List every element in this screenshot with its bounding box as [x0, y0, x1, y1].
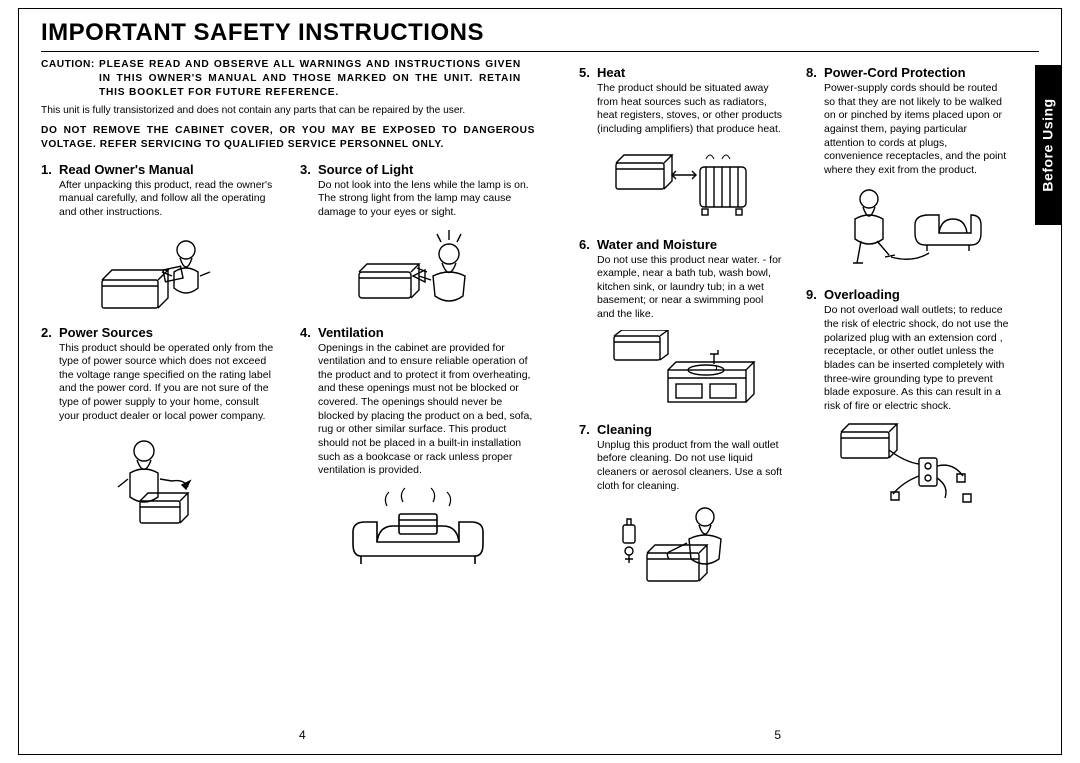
left-columns: 1.Read Owner's Manual After unpacking th… — [41, 162, 535, 588]
section-9: 9.Overloading Do not overload wall outle… — [806, 287, 1009, 506]
section-2: 2.Power Sources This product should be o… — [41, 325, 276, 527]
section-title: Heat — [597, 65, 625, 80]
illustration-water — [579, 330, 782, 410]
column-c: 5.Heat The product should be situated aw… — [579, 65, 782, 603]
section-body: Unplug this product from the wall outlet… — [579, 439, 782, 494]
page-title: IMPORTANT SAFETY INSTRUCTIONS — [41, 19, 1039, 47]
illustration-overload — [806, 422, 1009, 507]
section-title: Read Owner's Manual — [59, 162, 194, 177]
section-num: 7. — [579, 422, 597, 437]
column-a: 1.Read Owner's Manual After unpacking th… — [41, 162, 276, 588]
section-6: 6.Water and Moisture Do not use this pro… — [579, 237, 782, 410]
section-title: Overloading — [824, 287, 900, 302]
section-title: Water and Moisture — [597, 237, 717, 252]
section-num: 5. — [579, 65, 597, 80]
section-body: Openings in the cabinet are provided for… — [300, 342, 535, 478]
section-title: Power-Cord Protection — [824, 65, 966, 80]
section-body: Do not look into the lens while the lamp… — [300, 179, 535, 220]
illustration-cleaning — [579, 501, 782, 591]
section-title: Source of Light — [318, 162, 413, 177]
page-number-left: 4 — [299, 728, 306, 742]
caution-block: CAUTION: PLEASE READ AND OBSERVE ALL WAR… — [41, 58, 521, 99]
section-body: After unpacking this product, read the o… — [41, 179, 276, 220]
section-num: 3. — [300, 162, 318, 177]
section-8: 8.Power-Cord Protection Power-supply cor… — [806, 65, 1009, 275]
section-body: This product should be operated only fro… — [41, 342, 276, 424]
illustration-light — [300, 228, 535, 313]
section-num: 2. — [41, 325, 59, 340]
section-1: 1.Read Owner's Manual After unpacking th… — [41, 162, 276, 313]
illustration-heat — [579, 145, 782, 225]
page-number-right: 5 — [774, 728, 781, 742]
section-3: 3.Source of Light Do not look into the l… — [300, 162, 535, 313]
caution-text: PLEASE READ AND OBSERVE ALL WARNINGS AND… — [99, 58, 521, 99]
right-columns: 5.Heat The product should be situated aw… — [579, 65, 1009, 603]
section-4: 4.Ventilation Openings in the cabinet ar… — [300, 325, 535, 576]
section-body: Do not use this product near water. - fo… — [579, 254, 782, 322]
illustration-power — [41, 431, 276, 526]
section-body: Power-supply cords should be routed so t… — [806, 82, 1009, 177]
section-num: 8. — [806, 65, 824, 80]
section-title: Ventilation — [318, 325, 384, 340]
illustration-manual — [41, 228, 276, 313]
title-rule — [41, 51, 1039, 52]
section-num: 1. — [41, 162, 59, 177]
section-title: Power Sources — [59, 325, 153, 340]
section-7: 7.Cleaning Unplug this product from the … — [579, 422, 782, 592]
side-tab-label: Before Using — [1040, 98, 1056, 191]
page-frame: IMPORTANT SAFETY INSTRUCTIONS CAUTION: P… — [18, 8, 1062, 755]
illustration-ventilation — [300, 486, 535, 576]
voltage-warning: DO NOT REMOVE THE CABINET COVER, OR YOU … — [41, 124, 535, 152]
illustration-cord — [806, 185, 1009, 275]
transistor-note: This unit is fully transistorized and do… — [41, 105, 535, 118]
column-b: 3.Source of Light Do not look into the l… — [300, 162, 535, 588]
section-body: Do not overload wall outlets; to reduce … — [806, 304, 1009, 413]
section-body: The product should be situated away from… — [579, 82, 782, 137]
column-d: 8.Power-Cord Protection Power-supply cor… — [806, 65, 1009, 603]
caution-label: CAUTION: — [41, 58, 99, 99]
side-tab-before-using: Before Using — [1035, 65, 1061, 225]
section-num: 4. — [300, 325, 318, 340]
section-num: 6. — [579, 237, 597, 252]
section-title: Cleaning — [597, 422, 652, 437]
section-5: 5.Heat The product should be situated aw… — [579, 65, 782, 225]
section-num: 9. — [806, 287, 824, 302]
